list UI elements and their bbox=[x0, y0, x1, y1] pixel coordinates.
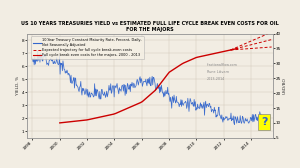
Text: fractionalflow.com: fractionalflow.com bbox=[207, 63, 238, 67]
Y-axis label: USD/BO: USD/BO bbox=[283, 77, 287, 94]
Text: Rune Likvern: Rune Likvern bbox=[207, 70, 229, 74]
Legend: 10-Year Treasury Constant Maturity Rate, Percent, Daily,
Not Seasonally Adjusted: 10-Year Treasury Constant Maturity Rate,… bbox=[31, 36, 144, 59]
FancyBboxPatch shape bbox=[258, 114, 270, 130]
Y-axis label: YIELD, %: YIELD, % bbox=[16, 76, 20, 95]
Text: ?: ? bbox=[261, 117, 267, 127]
Text: 2013-2014: 2013-2014 bbox=[207, 77, 225, 81]
Title: US 10 YEARS TREASURIES YIELD vs ESTIMATED FULL LIFE CYCLE BREAK EVEN COSTS FOR O: US 10 YEARS TREASURIES YIELD vs ESTIMATE… bbox=[21, 21, 279, 32]
